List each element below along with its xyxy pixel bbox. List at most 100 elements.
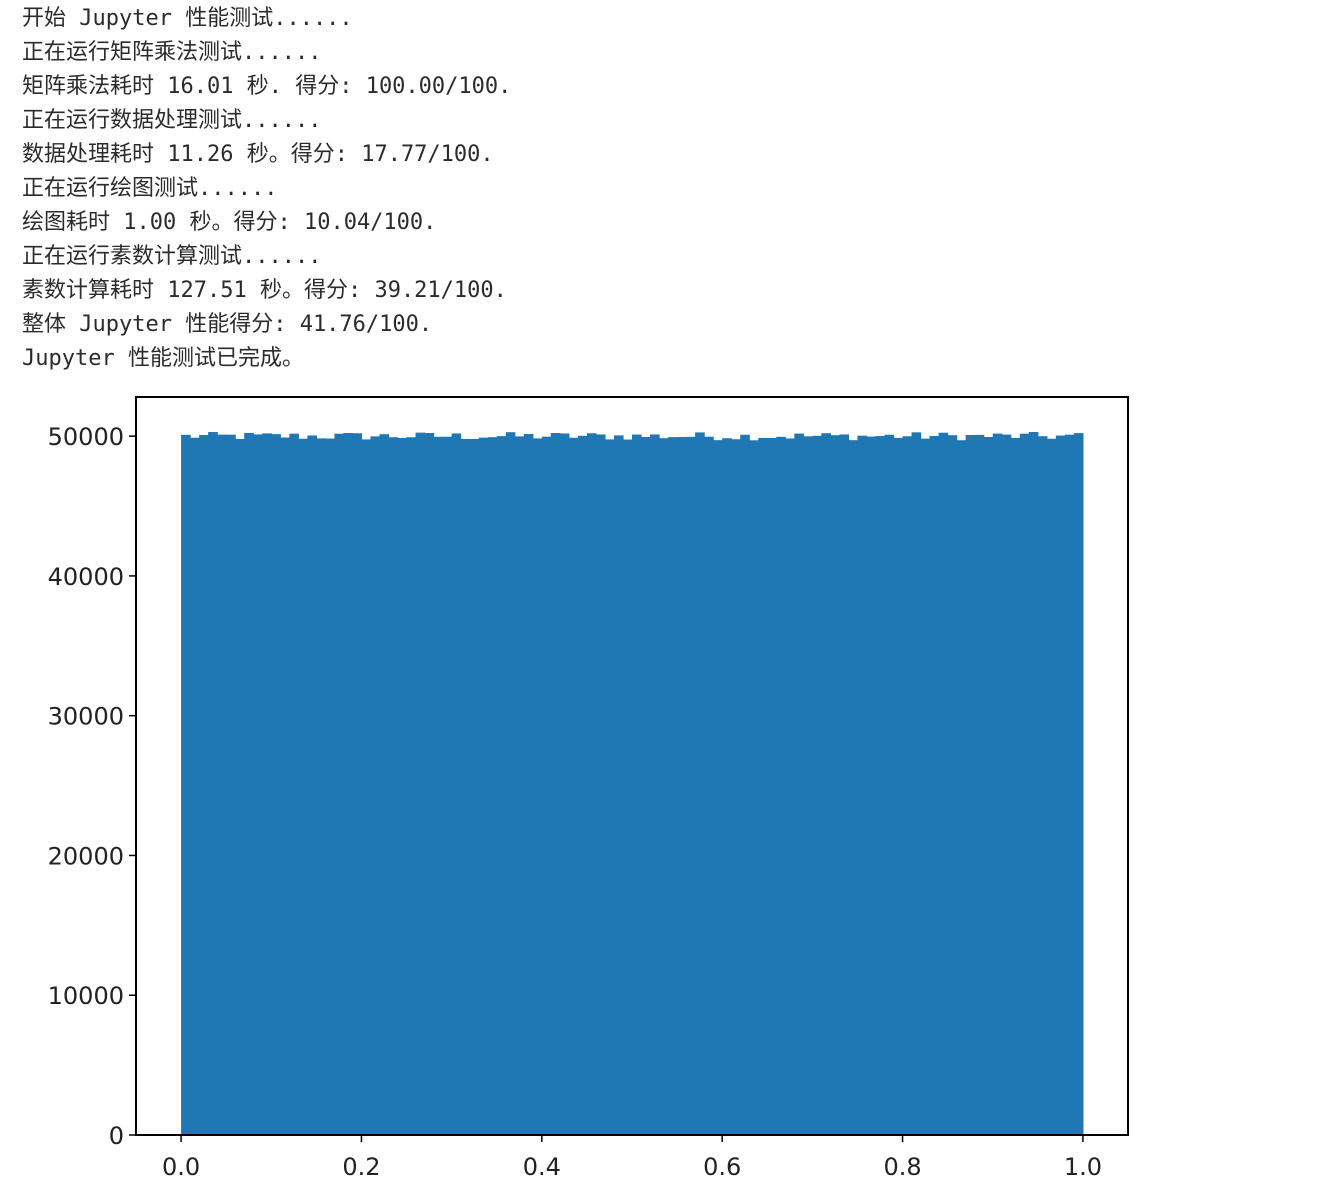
histogram-bar (704, 436, 714, 1136)
x-axis: 0.0 0.2 0.4 0.6 0.8 1.0 (162, 1135, 1102, 1181)
histogram-bar (884, 434, 895, 1135)
histogram-bar (1028, 431, 1039, 1136)
histogram-bar (974, 434, 985, 1135)
histogram-bar (758, 437, 768, 1135)
histogram-bar (532, 438, 543, 1135)
histogram-bar (280, 437, 290, 1135)
histogram-bar (298, 438, 308, 1136)
histogram-bar (451, 433, 462, 1136)
histogram-bar (1055, 435, 1066, 1135)
histogram-bar (857, 435, 868, 1135)
histogram-bar (650, 434, 660, 1136)
histogram-bar (307, 435, 317, 1136)
output-line: 整体 Jupyter 性能得分: 41.76/100. (22, 312, 433, 337)
histogram-bar (956, 440, 967, 1136)
histogram-bar (668, 437, 678, 1135)
histogram-bar (478, 437, 489, 1135)
histogram-bar (496, 436, 507, 1136)
histogram-bar (1010, 437, 1021, 1136)
histogram-bar (271, 434, 281, 1135)
x-tick-label: 0.6 (703, 1153, 741, 1181)
histogram-bar (577, 435, 588, 1136)
x-tick-label: 0.0 (162, 1153, 200, 1181)
histogram-bar (442, 436, 453, 1136)
histogram-bar (334, 433, 345, 1136)
histogram-bar (965, 434, 976, 1136)
histogram-bar (1001, 434, 1012, 1136)
histogram-bar (740, 434, 750, 1135)
histogram-bar (199, 435, 209, 1135)
histogram-bar (713, 440, 723, 1135)
histogram-bar (550, 433, 561, 1135)
histogram-bar (487, 437, 498, 1135)
histogram-bar (505, 432, 516, 1135)
x-tick-label: 0.4 (523, 1153, 561, 1181)
histogram-bar (866, 436, 877, 1135)
output-line: 正在运行数据处理测试...... (22, 108, 322, 133)
histogram-bar (731, 439, 741, 1136)
histogram-bar (289, 433, 299, 1135)
histogram-bar (1037, 436, 1048, 1135)
y-tick-label: 0 (109, 1122, 124, 1150)
histogram-bar (433, 436, 444, 1135)
histogram-bar (343, 433, 354, 1135)
histogram-bar (370, 436, 381, 1135)
histogram-bar (812, 435, 822, 1135)
histogram-bar (722, 438, 732, 1136)
y-tick-label: 40000 (48, 563, 124, 591)
histogram-bar (424, 433, 435, 1135)
x-tick-label: 1.0 (1064, 1153, 1102, 1181)
histogram-bar (415, 432, 426, 1135)
histogram-bar (893, 437, 904, 1135)
histogram-bar (217, 434, 227, 1135)
histogram-bar (595, 434, 606, 1136)
cell-output-text: 开始 Jupyter 性能测试...... 正在运行矩阵乘法测试...... 矩… (22, 2, 511, 376)
histogram-bar (622, 439, 633, 1135)
output-line: 数据处理耗时 11.26 秒。得分: 17.77/100. (22, 142, 494, 167)
output-line: Jupyter 性能测试已完成。 (22, 346, 304, 371)
histogram-bar (803, 436, 813, 1135)
output-line: 正在运行矩阵乘法测试...... (22, 40, 322, 65)
histogram-bar (604, 439, 615, 1135)
output-line: 矩阵乘法耗时 16.01 秒. 得分: 100.00/100. (22, 74, 512, 99)
histogram-bar (749, 440, 759, 1135)
histogram-bar (388, 437, 399, 1135)
histogram-bar (1073, 433, 1084, 1136)
histogram-bar (911, 432, 922, 1136)
histogram-bar (1019, 433, 1030, 1135)
histogram-bar (929, 435, 940, 1136)
histogram-bar (235, 438, 245, 1135)
output-line: 绘图耗时 1.00 秒。得分: 10.04/100. (22, 210, 437, 235)
histogram-bar (830, 435, 841, 1135)
histogram-bar (397, 437, 408, 1135)
histogram-bar (983, 436, 994, 1136)
histogram-bar (226, 434, 236, 1135)
histogram-bar (875, 436, 886, 1135)
y-tick-label: 30000 (48, 703, 124, 731)
histogram-bar (992, 433, 1003, 1136)
histogram-bars (181, 431, 1084, 1136)
y-tick-label: 50000 (48, 423, 124, 451)
histogram-bar (586, 433, 597, 1136)
y-tick-label: 20000 (48, 842, 124, 870)
histogram-bar (839, 434, 850, 1136)
histogram-bar (568, 437, 579, 1135)
histogram-bar (262, 433, 272, 1135)
output-line: 正在运行绘图测试...... (22, 176, 278, 201)
histogram-bar (1064, 434, 1075, 1135)
histogram-bar (1046, 438, 1057, 1136)
histogram-bar (244, 432, 254, 1135)
histogram-bar (316, 438, 326, 1135)
histogram-bar (767, 437, 777, 1136)
histogram-bar (677, 436, 687, 1136)
histogram-bar (190, 437, 200, 1135)
histogram-bar (253, 434, 263, 1135)
histogram-bar (938, 432, 949, 1136)
y-tick-label: 10000 (48, 982, 124, 1010)
histogram-bar (208, 431, 218, 1136)
histogram-bar (632, 434, 642, 1135)
histogram-bar (785, 438, 795, 1135)
output-line: 开始 Jupyter 性能测试...... (22, 6, 353, 31)
histogram-bar (325, 438, 335, 1136)
histogram-bar (406, 437, 417, 1135)
